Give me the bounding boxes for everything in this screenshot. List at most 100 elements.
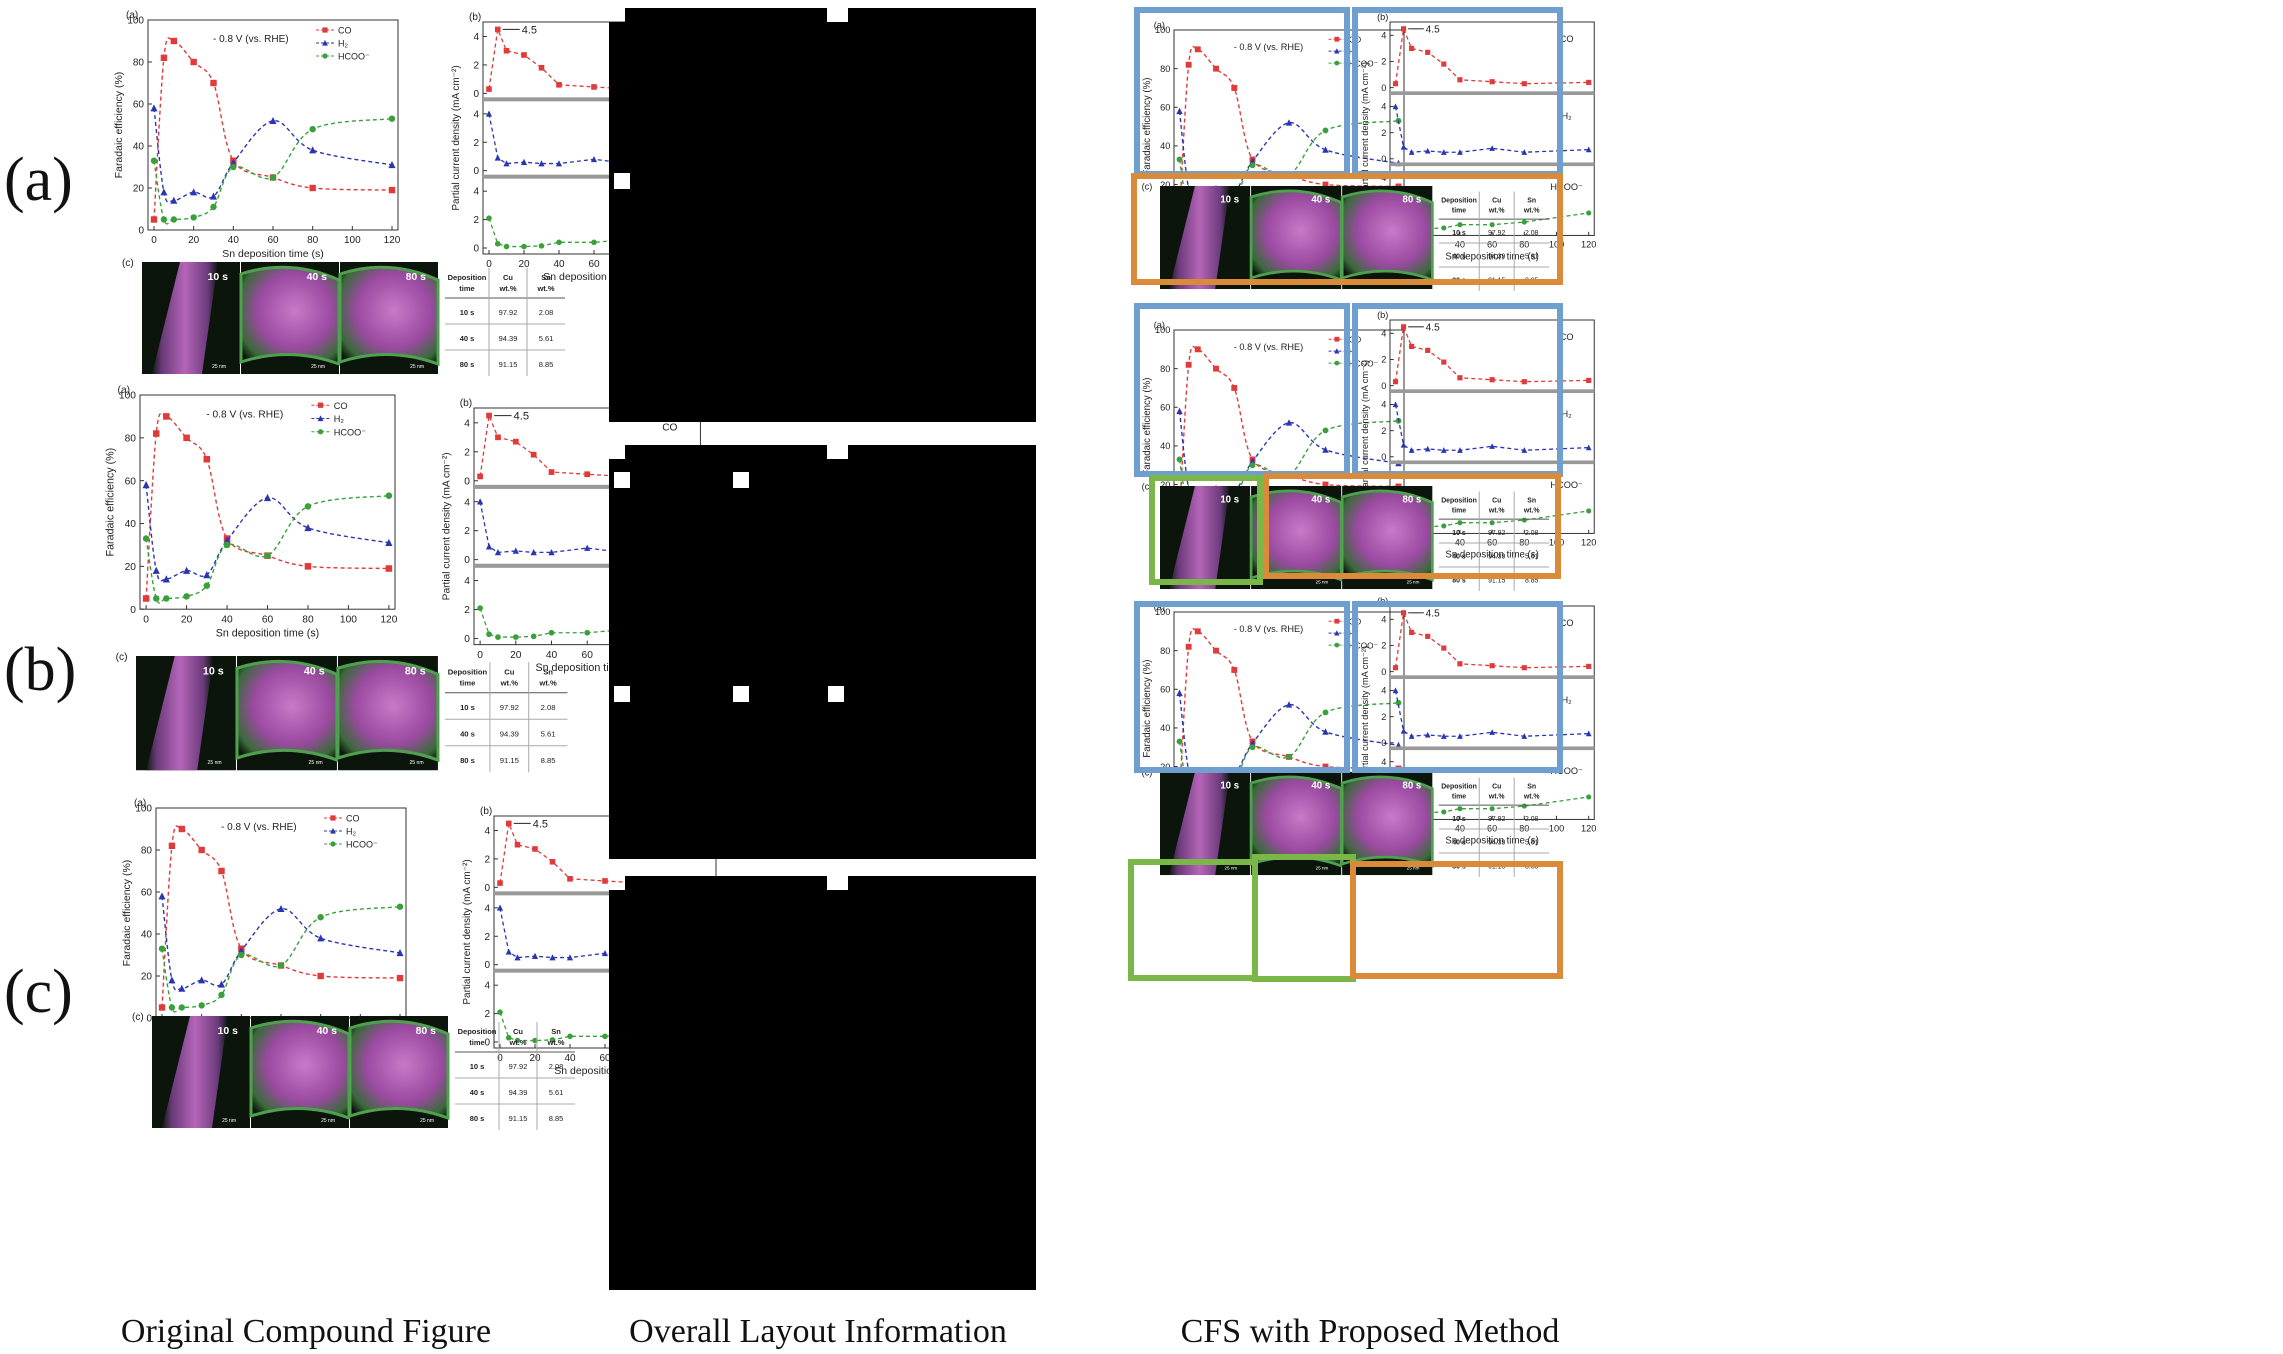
pcd-data-point (1457, 375, 1463, 381)
table-cell: 97.92 (500, 703, 519, 712)
pcd-data-point (497, 880, 503, 886)
fe-ylabel: Faradaic efficiency (%) (104, 448, 116, 557)
fe-data-point (1231, 85, 1238, 91)
fe-data-point (168, 1004, 176, 1011)
fe-data-point (385, 538, 393, 547)
table-cell: 94.39 (500, 730, 519, 739)
pcd-data-point (477, 605, 483, 611)
table-cell: 5.61 (541, 730, 556, 739)
pcd-data-point (549, 954, 556, 961)
micrograph-panel: (c) 10 s 25 nm 40 s 25 nm 80 s 25 nm Deposition… (132, 1012, 575, 1130)
micrograph-label: 80 s (405, 665, 426, 677)
fe-ylabel: Faradaic efficiency (%) (1142, 78, 1153, 176)
pcd-data-point (1586, 508, 1592, 514)
fe-data-point (152, 430, 160, 437)
table-cell: 5.61 (1525, 554, 1539, 561)
pcd-ytick-label: 0 (484, 883, 490, 894)
fe-xtick-label: 60 (262, 614, 274, 625)
fe-data-point (1249, 457, 1256, 465)
segmentation-box (1350, 861, 1563, 979)
fe-ytick-label: 80 (141, 846, 153, 857)
pcd-data-point (1408, 447, 1415, 453)
pcd-data-point (496, 904, 504, 911)
pcd-ytick-label: 0 (464, 476, 470, 487)
micrograph-sample (338, 265, 440, 367)
fe-data-point (217, 980, 226, 988)
fe-data-point (203, 571, 211, 579)
layout-tab (625, 8, 827, 24)
fe-legend-marker (1334, 348, 1340, 354)
table-header-line: Deposition (1441, 498, 1477, 505)
pcd-sub-label: CO (1560, 34, 1574, 44)
pcd-ytick-label: 4 (484, 981, 490, 992)
table-header: Sn wt.% (1523, 198, 1540, 215)
pcd-data-point (1392, 379, 1399, 385)
fe-xtick-label: 100 (340, 614, 357, 625)
micrograph-scale: 25 nm (409, 760, 423, 766)
panel-letter: (a) (1154, 320, 1165, 330)
pcd-xtick-label: 100 (1549, 823, 1564, 833)
table-cell: 40 s (1452, 254, 1466, 261)
pcd-ytick-label: 2 (484, 1009, 490, 1020)
pcd-data-point (1521, 219, 1527, 225)
micrograph-scale: 25 nm (1316, 866, 1329, 871)
pcd-xtick-label: 120 (1581, 537, 1596, 547)
table-header-line: wt.% (498, 284, 516, 293)
fe-data-point (309, 126, 316, 133)
fe-ytick-label: 20 (141, 972, 153, 983)
pcd-data-point (520, 158, 528, 165)
pcd-data-point (486, 631, 492, 638)
table-cell: 80 s (1452, 864, 1466, 871)
pcd-data-point (1585, 146, 1592, 153)
fe-ytick-label: 60 (141, 888, 153, 899)
pcd-ytick-label: 2 (1381, 128, 1386, 138)
layout-hole (828, 686, 844, 702)
micrograph-label: 10 s (208, 271, 229, 283)
pcd-data-point (531, 952, 539, 959)
fe-data-point (223, 541, 231, 549)
fe-ytick-label: 100 (127, 16, 144, 27)
table-header-line: Sn (1527, 498, 1536, 505)
pcd-data-point (548, 548, 555, 556)
table-cell: 2.08 (1525, 816, 1539, 823)
pcd-data-point (1424, 445, 1431, 452)
fe-data-point (317, 934, 325, 942)
pcd-data-point (1392, 81, 1399, 87)
fe-ytick-label: 100 (1155, 25, 1170, 35)
table-header-line: wt.% (1523, 208, 1540, 215)
table-header-line: Deposition (458, 1027, 497, 1036)
fe-data-point (178, 1004, 186, 1011)
pcd-ytick-label: 2 (464, 526, 470, 537)
micrograph-sample (1169, 486, 1230, 590)
fe-xtick-label: 120 (384, 235, 401, 246)
pcd-data-point (1400, 441, 1407, 448)
fe-data-point (237, 946, 245, 954)
pcd-ytick-label: 0 (1381, 738, 1386, 748)
pcd-xlabel: Sn deposition time (s) (1445, 251, 1538, 262)
fe-ytick-label: 80 (133, 58, 145, 69)
layout-hole (733, 472, 749, 488)
fe-data-point (150, 157, 158, 164)
pcd-data-point (476, 498, 484, 505)
panel-letter: (a) (126, 10, 138, 21)
fe-data-point (1322, 446, 1329, 453)
micrograph-label: 80 s (1402, 195, 1421, 206)
pcd-ytick-label: 4 (464, 418, 470, 429)
fe-data-point (152, 566, 160, 574)
pcd-ytick-label: 4 (1381, 615, 1386, 625)
micrograph-scale: 25 nm (222, 1118, 236, 1124)
panel-letter: (c) (132, 1012, 144, 1023)
table-cell: 91.15 (509, 1114, 528, 1123)
pcd-data-point (1441, 809, 1447, 815)
fe-data-point (317, 972, 324, 980)
pcd-data-point (1585, 444, 1592, 451)
table-header: Cu wt.% (508, 1027, 526, 1047)
pcd-data-point (601, 949, 609, 957)
table-header-line: Deposition (448, 273, 487, 282)
micrograph-scale: 25 nm (208, 760, 222, 766)
table-cell: 2.08 (1525, 230, 1539, 237)
pcd-data-point (1392, 687, 1399, 694)
table-header: Cu wt.% (498, 273, 516, 293)
fe-legend-marker (317, 429, 324, 435)
pcd-xlabel: Sn deposition time (s) (1445, 549, 1538, 560)
